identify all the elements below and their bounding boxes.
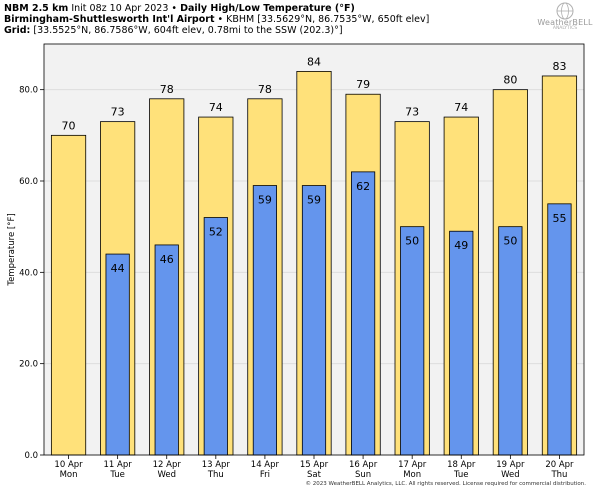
x-tick-date: 17 Apr xyxy=(398,460,427,470)
data-labels: 70 73 44 78 46 74 52 78 59 84 59 79 62 73 50 74 49 80 50 83… xyxy=(62,55,567,275)
y-tick-label: 60.0 xyxy=(19,177,38,187)
product-title: Daily High/Low Temperature (°F) xyxy=(180,3,355,14)
low-value-label: 49 xyxy=(454,239,468,252)
y-tick-label: 0.0 xyxy=(24,451,38,461)
weatherbell-logo: WeatherBELL ANALYTICS xyxy=(530,2,600,32)
x-tick-date: 20 Apr xyxy=(545,460,574,470)
high-value-label: 83 xyxy=(552,60,566,73)
low-value-label: 50 xyxy=(405,235,419,248)
low-bar xyxy=(449,230,474,456)
bars xyxy=(50,71,578,456)
low-value-label: 59 xyxy=(258,194,272,207)
copyright-footer: © 2023 WeatherBELL Analytics, LLC. All r… xyxy=(305,481,586,487)
x-tick-date: 19 Apr xyxy=(496,460,525,470)
init-time: Init 08z 10 Apr 2023 xyxy=(71,3,169,14)
low-bar xyxy=(547,203,572,456)
x-tick-day: Tue xyxy=(109,470,125,480)
high-value-label: 70 xyxy=(62,119,76,132)
low-bar xyxy=(301,185,327,456)
high-value-label: 78 xyxy=(160,83,174,96)
x-tick-day: Mon xyxy=(60,470,78,480)
low-value-label: 55 xyxy=(552,212,566,225)
header-line-3: Grid: [33.5525°N, 86.7586°W, 604ft elev,… xyxy=(4,25,343,36)
low-bar xyxy=(154,244,179,456)
y-tick-label: 20.0 xyxy=(19,360,38,370)
high-value-label: 79 xyxy=(356,78,370,91)
low-value-label: 62 xyxy=(356,180,370,193)
low-value-label: 50 xyxy=(503,235,517,248)
header-line-1: NBM 2.5 km Init 08z 10 Apr 2023 • Daily … xyxy=(4,3,355,14)
x-tick-day: Sun xyxy=(355,470,371,480)
high-value-label: 80 xyxy=(503,74,517,87)
x-tick-date: 10 Apr xyxy=(54,460,83,470)
logo-globe-icon xyxy=(556,2,574,20)
header-line-2: Birmingham-Shuttlesworth Int'l Airport •… xyxy=(4,14,429,25)
high-bar xyxy=(50,134,87,456)
x-tick-date: 15 Apr xyxy=(300,460,329,470)
high-value-label: 78 xyxy=(258,83,272,96)
logo-name: WeatherBELL xyxy=(537,18,593,27)
low-bar xyxy=(105,253,130,456)
logo-sub: ANALYTICS xyxy=(552,26,578,31)
x-tick-date: 14 Apr xyxy=(251,460,280,470)
x-tick-date: 13 Apr xyxy=(202,460,231,470)
high-value-label: 73 xyxy=(405,106,419,119)
station-name: Birmingham-Shuttlesworth Int'l Airport xyxy=(4,14,215,25)
low-bar xyxy=(203,217,228,456)
x-tick-day: Wed xyxy=(157,470,176,480)
x-tick-date: 12 Apr xyxy=(153,460,182,470)
x-tick-day: Thu xyxy=(207,470,224,480)
high-value-label: 84 xyxy=(307,55,321,68)
model-name: NBM 2.5 km xyxy=(4,3,69,14)
low-bar xyxy=(351,171,376,456)
low-bar xyxy=(400,226,425,456)
y-tick-label: 80.0 xyxy=(19,86,38,96)
station-info: • KBHM [33.5629°N, 86.7535°W, 650ft elev… xyxy=(217,14,430,25)
x-tick-date: 16 Apr xyxy=(349,460,378,470)
low-value-label: 52 xyxy=(209,226,223,239)
x-tick-day: Sat xyxy=(307,470,322,480)
x-tick-day: Thu xyxy=(550,470,567,480)
x-tick-day: Wed xyxy=(501,470,520,480)
grid-label: Grid: xyxy=(4,25,31,36)
high-value-label: 74 xyxy=(454,101,468,114)
grid-info: [33.5525°N, 86.7586°W, 604ft elev, 0.78m… xyxy=(33,25,343,36)
high-value-label: 73 xyxy=(111,106,125,119)
x-tick-day: Fri xyxy=(260,470,270,480)
y-axis-label: Temperature [°F] xyxy=(7,213,17,286)
x-tick-date: 11 Apr xyxy=(104,460,133,470)
y-tick-label: 40.0 xyxy=(19,268,38,278)
low-value-label: 59 xyxy=(307,194,321,207)
x-tick-date: 18 Apr xyxy=(447,460,476,470)
low-bar xyxy=(498,226,523,456)
x-tick-day: Tue xyxy=(453,470,469,480)
x-tick-day: Mon xyxy=(403,470,421,480)
high-value-label: 74 xyxy=(209,101,223,114)
low-value-label: 44 xyxy=(111,262,125,275)
low-value-label: 46 xyxy=(160,253,174,266)
bullet: • xyxy=(171,3,178,14)
low-bar xyxy=(252,185,277,456)
